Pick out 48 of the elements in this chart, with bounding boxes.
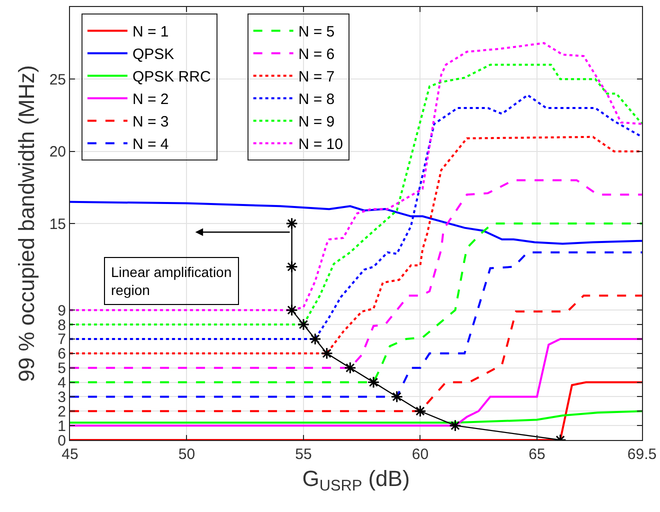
line-series — [70, 136, 642, 354]
line-series — [70, 94, 642, 340]
y-tick-label: 1 — [58, 418, 66, 435]
y-tick-label: 5 — [58, 360, 66, 378]
y-tick-label: 6 — [58, 346, 66, 363]
line-series — [70, 251, 642, 398]
point — [320, 347, 333, 360]
legend-label: N = 9 — [298, 114, 335, 131]
point — [286, 260, 298, 273]
point — [286, 217, 298, 230]
line-series — [70, 222, 642, 384]
y-tick-label: 8 — [58, 316, 66, 334]
x-tick-label: 65 — [528, 446, 546, 463]
annotation: Linear amplification region — [111, 264, 232, 298]
y-tick-label: 15 — [49, 216, 66, 233]
x-tick-label: 55 — [295, 446, 312, 463]
legend-label: N = 3 — [132, 114, 169, 131]
point — [414, 404, 426, 418]
line-series — [70, 338, 642, 427]
legend-label: QPSK — [132, 46, 174, 64]
legend-label: N = 10 — [298, 136, 343, 154]
y-axis-title: 99 % occupied bandwidth (MHz) — [14, 65, 40, 382]
point — [308, 332, 322, 346]
x-tick-label: 69.5 — [627, 446, 657, 463]
y-tick-label: 7 — [58, 331, 66, 348]
legend-label: QPSK RRC — [132, 68, 211, 86]
point — [367, 376, 380, 388]
point — [286, 304, 298, 316]
y-tick-label: 25 — [49, 71, 66, 88]
line-series — [70, 179, 642, 369]
point — [390, 390, 404, 403]
y-tick-label: 2 — [58, 403, 66, 420]
legend-label: N = 6 — [298, 46, 335, 64]
legend-label: N = 7 — [298, 68, 335, 86]
y-tick-label: 9 — [58, 302, 66, 320]
point — [297, 318, 310, 331]
x-tick-label: 50 — [178, 446, 196, 463]
point — [344, 362, 356, 374]
line-series — [70, 410, 642, 424]
legend-label: N = 8 — [298, 91, 335, 108]
point — [449, 419, 462, 432]
legend-label: N = 5 — [298, 24, 335, 41]
legend-label: N = 2 — [132, 91, 169, 108]
legend-label: N = 1 — [132, 24, 169, 41]
x-tick-label: 60 — [412, 446, 429, 463]
x-axis-title: G$_{USRP}$ (dB) — [302, 466, 410, 495]
y-tick-label: 20 — [49, 144, 66, 161]
legend-label: N = 4 — [132, 136, 169, 154]
